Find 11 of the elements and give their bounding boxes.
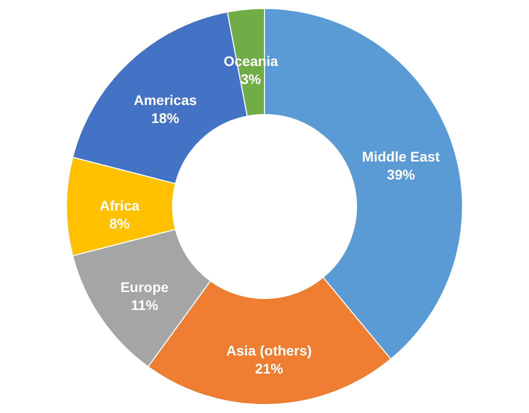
data-label: 3%	[240, 71, 262, 88]
slice-label: Americas	[134, 92, 197, 108]
data-label: 8%	[109, 216, 130, 232]
data-label: 18%	[151, 110, 180, 126]
data-label: 21%	[255, 360, 284, 376]
slice-label: Middle East	[362, 148, 440, 164]
data-label: 11%	[130, 297, 159, 313]
data-label: 39%	[386, 166, 416, 182]
slice-label: Europe	[120, 279, 169, 295]
slice-label: Asia (others)	[226, 342, 312, 358]
slice-label: Africa	[100, 198, 140, 214]
